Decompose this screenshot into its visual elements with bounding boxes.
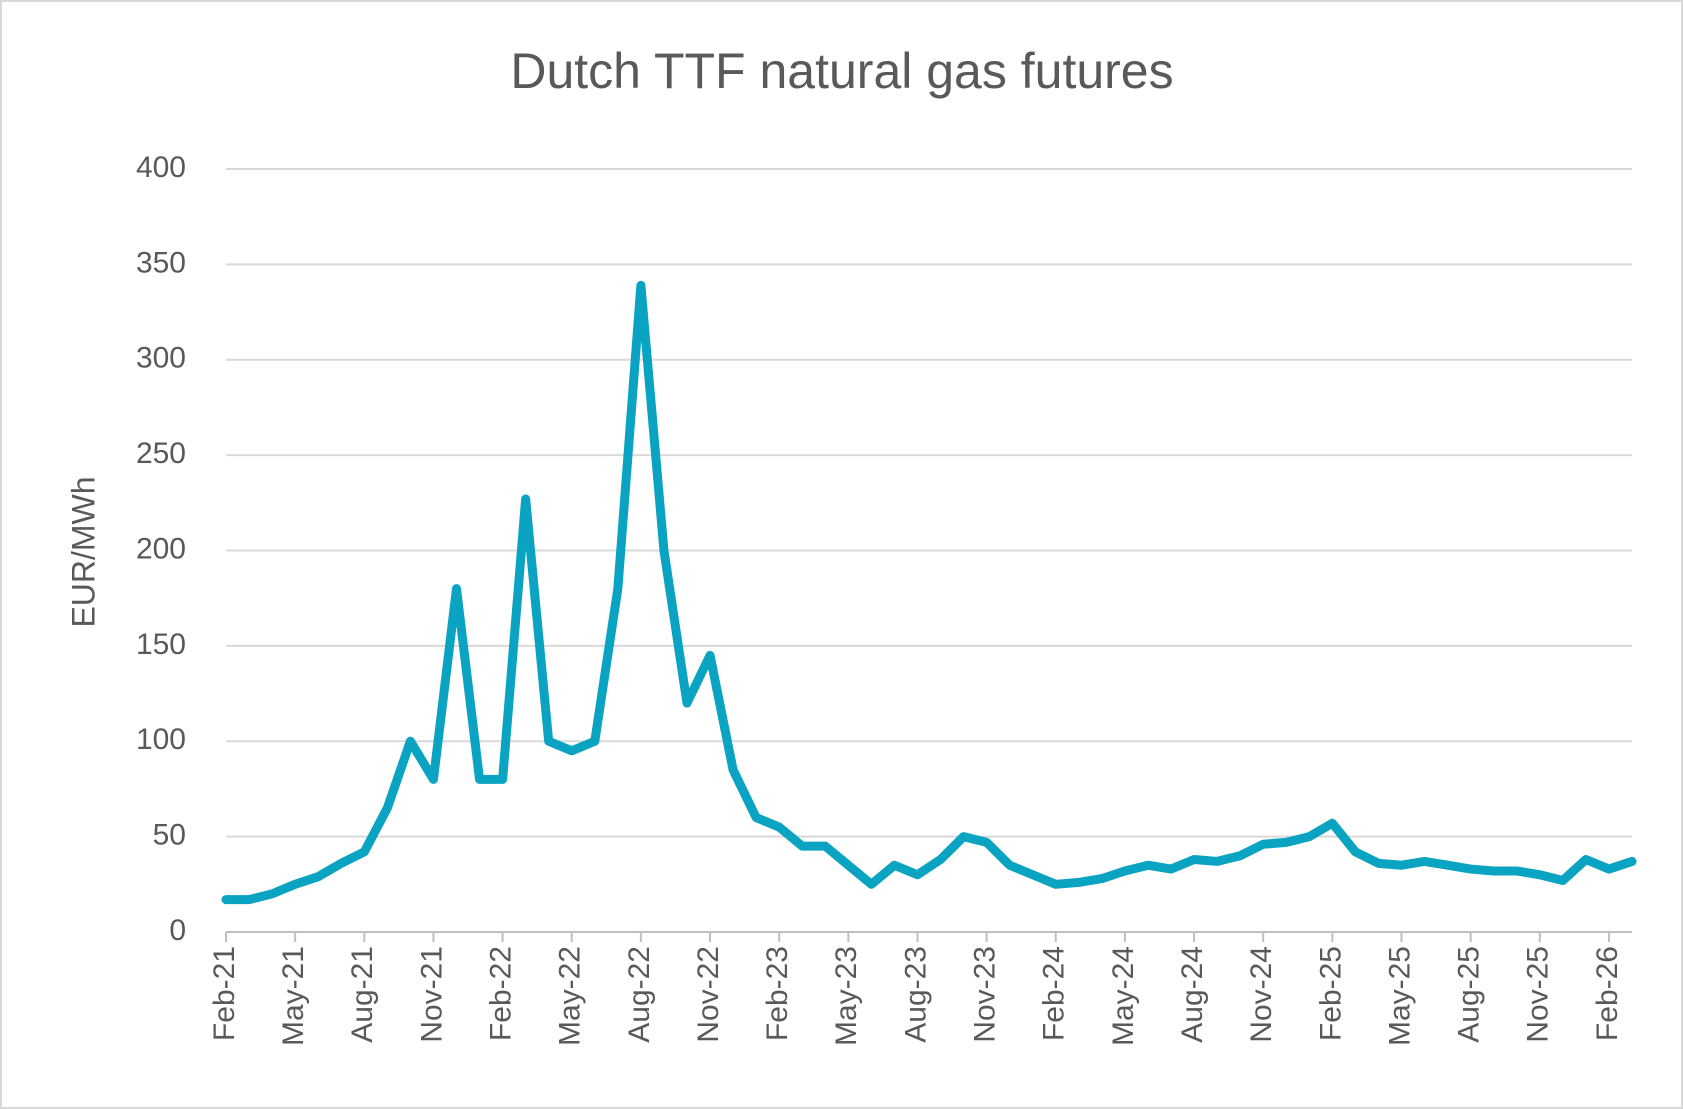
x-tick-label: Nov-24 — [1245, 946, 1278, 1043]
y-tick-label: 100 — [136, 723, 186, 756]
y-tick-label: 300 — [136, 342, 186, 375]
x-tick-label: Feb-22 — [485, 946, 518, 1041]
x-tick-label: Aug-22 — [623, 946, 656, 1043]
x-tick-label: Aug-24 — [1176, 946, 1209, 1043]
x-tick-label: Aug-21 — [346, 946, 379, 1043]
y-tick-label: 0 — [169, 914, 186, 947]
x-tick-label: May-24 — [1107, 946, 1140, 1046]
x-tick-label: Feb-23 — [761, 946, 794, 1041]
x-tick-label: Nov-23 — [969, 946, 1002, 1043]
y-tick-label: 250 — [136, 437, 186, 470]
y-tick-label: 150 — [136, 628, 186, 661]
x-tick-label: May-23 — [830, 946, 863, 1046]
y-tick-label: 50 — [153, 819, 186, 852]
x-tick-label: Nov-21 — [415, 946, 448, 1043]
y-axis-label: EUR/MWh — [65, 476, 101, 627]
x-tick-label: Nov-22 — [692, 946, 725, 1043]
x-tick-label: May-25 — [1383, 946, 1416, 1046]
x-tick-label: Feb-21 — [208, 946, 241, 1041]
x-tick-label: Feb-26 — [1591, 946, 1624, 1041]
x-tick-label: Feb-25 — [1314, 946, 1347, 1041]
x-tick-label: Nov-25 — [1522, 946, 1555, 1043]
chart-title: Dutch TTF natural gas futures — [510, 43, 1173, 99]
y-tick-label: 200 — [136, 532, 186, 565]
y-tick-label: 350 — [136, 246, 186, 279]
y-tick-label: 400 — [136, 151, 186, 184]
x-tick-label: Feb-24 — [1038, 946, 1071, 1041]
x-tick-label: May-21 — [277, 946, 310, 1046]
line-series — [221, 280, 1637, 905]
x-tick-label: Aug-25 — [1453, 946, 1486, 1043]
x-tick-label: Aug-23 — [899, 946, 932, 1043]
x-tick-label: May-22 — [554, 946, 587, 1046]
